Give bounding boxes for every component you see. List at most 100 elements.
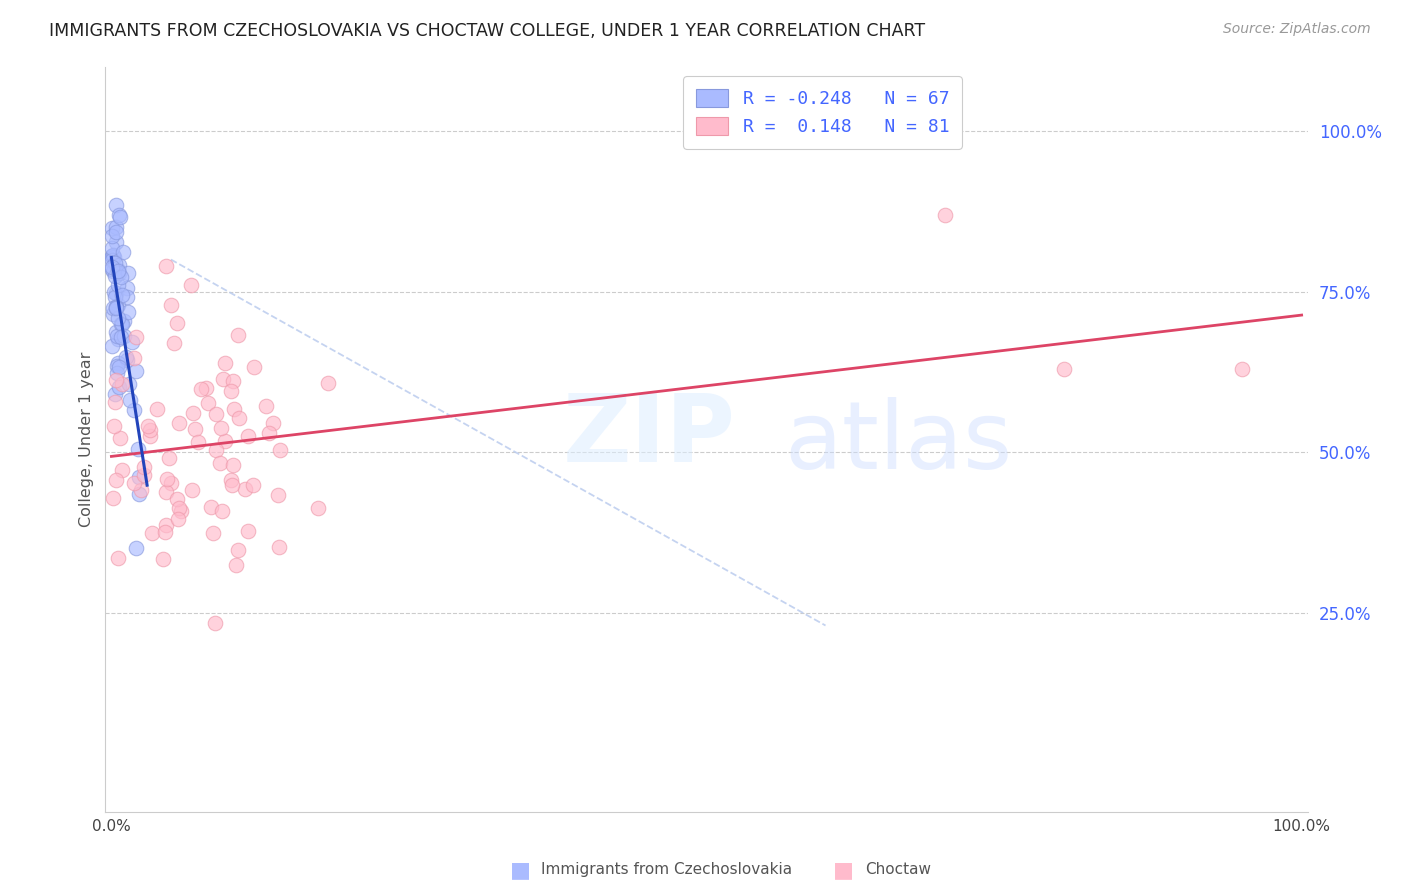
Point xyxy=(934,208,956,222)
Point xyxy=(117,290,139,304)
Point xyxy=(181,483,204,498)
Point xyxy=(127,442,149,457)
Point xyxy=(107,550,129,565)
Point xyxy=(222,374,245,388)
Point xyxy=(233,483,256,497)
Point xyxy=(101,307,124,321)
Point xyxy=(111,377,134,392)
Point xyxy=(262,416,284,430)
Text: Choctaw: Choctaw xyxy=(865,863,931,877)
Point xyxy=(105,325,128,339)
Point xyxy=(267,488,290,502)
Point xyxy=(201,526,224,541)
Point xyxy=(118,376,141,391)
Point xyxy=(108,208,131,222)
Point xyxy=(110,288,132,302)
Point xyxy=(101,221,124,235)
Legend: R = -0.248   N = 67, R =  0.148   N = 81: R = -0.248 N = 67, R = 0.148 N = 81 xyxy=(683,76,962,149)
Point xyxy=(107,356,129,370)
Point xyxy=(214,434,236,449)
Point xyxy=(209,421,232,435)
Point xyxy=(269,443,291,458)
Point xyxy=(136,418,159,433)
Point xyxy=(125,330,148,344)
Point xyxy=(104,290,127,304)
Point xyxy=(156,472,179,486)
Point xyxy=(307,500,329,515)
Point xyxy=(111,462,134,476)
Point xyxy=(115,351,138,365)
Point xyxy=(128,487,150,501)
Point xyxy=(236,524,259,538)
Point xyxy=(225,558,247,573)
Text: IMMIGRANTS FROM CZECHOSLOVAKIA VS CHOCTAW COLLEGE, UNDER 1 YEAR CORRELATION CHAR: IMMIGRANTS FROM CZECHOSLOVAKIA VS CHOCTA… xyxy=(49,22,925,40)
Point xyxy=(128,470,150,484)
Point xyxy=(103,250,125,264)
Point xyxy=(107,310,129,325)
Point xyxy=(204,615,226,630)
Point xyxy=(166,316,188,330)
Point xyxy=(163,336,186,351)
Point xyxy=(103,248,125,262)
Point xyxy=(1052,361,1074,376)
Point xyxy=(104,301,127,315)
Point xyxy=(110,330,132,344)
Point xyxy=(200,500,222,514)
Point xyxy=(105,225,128,239)
Point xyxy=(117,352,139,367)
Point xyxy=(160,298,183,312)
Point xyxy=(104,255,127,269)
Point xyxy=(211,504,233,518)
Point xyxy=(104,301,127,315)
Text: Source: ZipAtlas.com: Source: ZipAtlas.com xyxy=(1223,22,1371,37)
Point xyxy=(141,525,163,540)
Point xyxy=(107,264,129,278)
Point xyxy=(160,476,183,491)
Point xyxy=(219,384,242,398)
Text: ■: ■ xyxy=(834,860,853,880)
Point xyxy=(155,517,177,532)
Point xyxy=(221,458,243,472)
Point xyxy=(122,351,145,365)
Point xyxy=(254,399,277,413)
Point xyxy=(122,403,145,417)
Point xyxy=(111,244,134,259)
Point xyxy=(208,456,231,470)
Point xyxy=(205,443,228,458)
Point xyxy=(101,260,124,275)
Point xyxy=(139,429,162,443)
Point xyxy=(166,492,188,507)
Point xyxy=(107,263,129,277)
Point xyxy=(103,285,125,300)
Point xyxy=(167,416,190,430)
Point xyxy=(108,379,131,393)
Point xyxy=(242,360,264,375)
Point xyxy=(101,249,124,263)
Point xyxy=(226,542,249,557)
Point xyxy=(101,301,124,315)
Point xyxy=(125,364,148,378)
Point xyxy=(112,314,135,328)
Point xyxy=(105,235,128,249)
Point xyxy=(226,328,249,343)
Text: ZIP: ZIP xyxy=(562,390,735,482)
Point xyxy=(153,524,176,539)
Point xyxy=(108,431,131,445)
Text: ■: ■ xyxy=(510,860,530,880)
Point xyxy=(155,485,177,500)
Y-axis label: College, Under 1 year: College, Under 1 year xyxy=(79,351,94,527)
Point xyxy=(104,395,127,409)
Point xyxy=(104,386,127,401)
Point xyxy=(132,460,155,475)
Point xyxy=(105,366,128,380)
Point xyxy=(112,329,135,343)
Point xyxy=(197,396,219,410)
Point xyxy=(134,468,156,483)
Point xyxy=(104,269,127,284)
Point xyxy=(169,504,191,518)
Point xyxy=(101,241,124,255)
Point xyxy=(103,264,125,278)
Point xyxy=(108,210,131,224)
Point xyxy=(111,317,134,331)
Point xyxy=(104,373,127,387)
